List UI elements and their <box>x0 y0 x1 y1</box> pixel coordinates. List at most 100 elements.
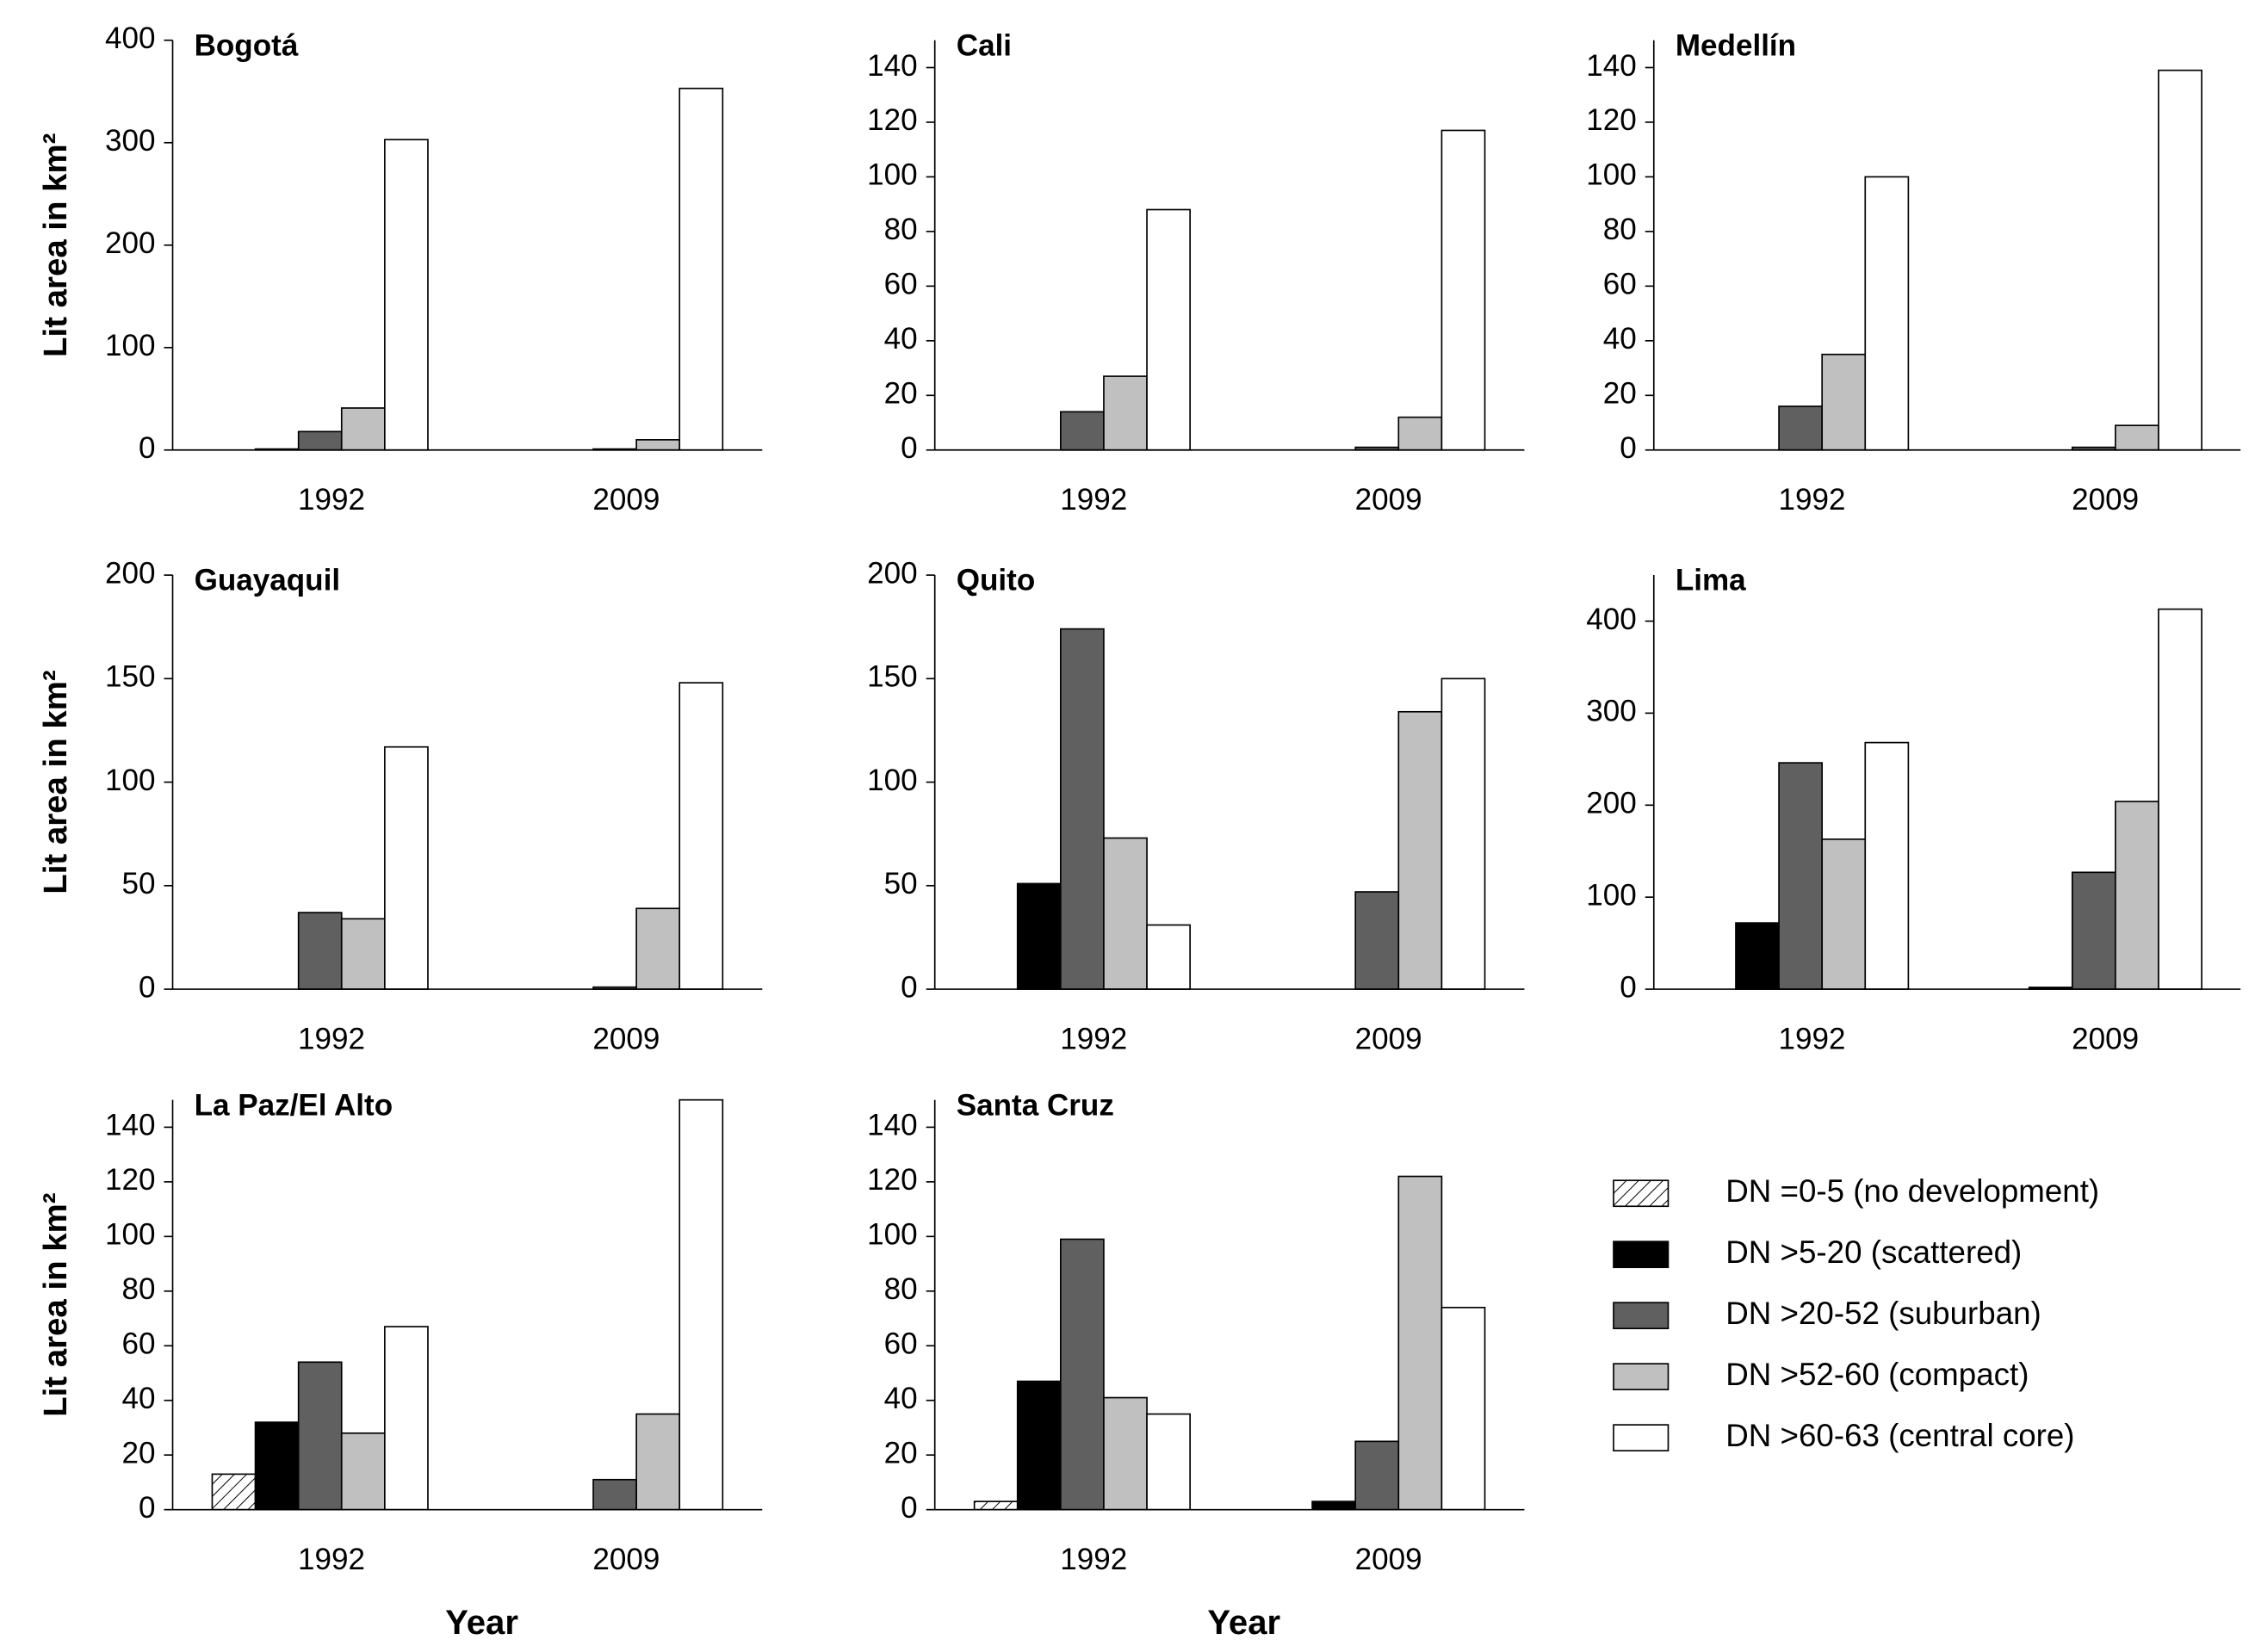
bar <box>1778 762 1824 990</box>
y-tick-label: 80 <box>1603 213 1637 246</box>
bar <box>973 1500 1019 1511</box>
bar <box>2158 608 2202 990</box>
y-tick-label: 60 <box>1603 268 1637 301</box>
bar <box>1146 1413 1191 1511</box>
y-tick-label: 150 <box>867 660 918 694</box>
y-tick-label: 50 <box>884 867 918 900</box>
x-axis-label: Year <box>1207 1604 1280 1642</box>
bar <box>2071 871 2116 990</box>
y-tick-label: 0 <box>1620 431 1637 465</box>
bar <box>1864 176 1910 451</box>
bar <box>1060 1238 1105 1511</box>
panel: 0 20 40 60 80 100 120 140 1992 2009 Santa Cruz Year <box>867 1088 1525 1642</box>
y-tick-label: 120 <box>867 103 918 137</box>
legend-label: DN =0-5 (no development) <box>1725 1173 2099 1209</box>
y-tick-label: 100 <box>105 329 156 362</box>
y-tick-label: 100 <box>1586 158 1637 192</box>
x-tick-label: 1992 <box>298 1022 365 1055</box>
bar <box>635 907 681 990</box>
y-tick-label: 40 <box>1603 322 1637 356</box>
y-tick-label: 60 <box>884 268 918 301</box>
bar <box>678 87 724 451</box>
y-tick-label: 40 <box>884 322 918 356</box>
bar <box>678 1098 724 1511</box>
x-tick-label: 1992 <box>1060 1022 1127 1055</box>
y-tick-label: 80 <box>884 213 918 246</box>
x-tick-label: 1992 <box>1778 1022 1845 1055</box>
bar <box>1103 1396 1148 1511</box>
bar <box>1397 1175 1443 1511</box>
bar <box>1146 208 1191 451</box>
y-tick-label: 20 <box>884 377 918 411</box>
x-axis-label: Year <box>445 1604 518 1642</box>
bar <box>592 1478 637 1511</box>
bar <box>1864 741 1910 990</box>
y-tick-label: 0 <box>901 1491 918 1525</box>
bar <box>1060 411 1105 451</box>
bar <box>1016 882 1062 990</box>
legend-label: DN >20-52 (suburban) <box>1725 1296 2041 1331</box>
x-tick-label: 1992 <box>298 1543 365 1576</box>
panel-title: Quito <box>957 564 1036 597</box>
y-tick-label: 120 <box>1586 103 1637 137</box>
y-tick-label: 400 <box>1586 603 1637 636</box>
y-tick-label: 100 <box>1586 878 1637 912</box>
y-tick-label: 0 <box>1620 970 1637 1004</box>
panel: 0 100 200 300 400 1992 2009 Lima <box>1586 564 2241 1055</box>
y-tick-label: 20 <box>1603 377 1637 411</box>
panel-title: Cali <box>957 28 1012 62</box>
y-tick-label: 200 <box>105 556 156 590</box>
legend-label: DN >52-60 (compact) <box>1725 1357 2029 1392</box>
y-tick-label: 200 <box>1586 787 1637 820</box>
bar <box>1440 129 1486 451</box>
panel-title: La Paz/El Alto <box>195 1088 393 1122</box>
bar <box>384 139 429 451</box>
bar <box>1016 1380 1062 1511</box>
bar <box>297 430 343 451</box>
bar <box>1778 405 1824 451</box>
x-tick-label: 2009 <box>1355 1543 1422 1576</box>
y-tick-label: 50 <box>121 867 155 900</box>
y-tick-label: 140 <box>1586 49 1637 83</box>
bar <box>1735 922 1780 990</box>
bar <box>1397 710 1443 990</box>
legend-swatch <box>1613 1241 1670 1269</box>
y-tick-label: 140 <box>867 49 918 83</box>
y-tick-label: 200 <box>867 556 918 590</box>
panel: 0 20 40 60 80 100 120 140 1992 2009 La Paz/El Alto… <box>37 1088 763 1642</box>
x-tick-label: 2009 <box>592 1543 660 1576</box>
y-tick-label: 120 <box>105 1163 156 1197</box>
bar <box>2158 69 2202 451</box>
y-tick-label: 300 <box>1586 695 1637 728</box>
y-tick-label: 200 <box>105 226 156 260</box>
bar <box>2115 424 2159 451</box>
y-axis-label: Lit area in km² <box>37 1192 74 1416</box>
panel: 0 20 40 60 80 100 120 140 1992 2009 Cali <box>867 28 1525 517</box>
bar <box>211 1473 257 1511</box>
bar <box>384 1326 429 1511</box>
y-tick-label: 0 <box>901 431 918 465</box>
bar <box>1440 678 1486 990</box>
panel-title: Guayaquil <box>195 564 341 597</box>
x-tick-label: 2009 <box>592 1022 660 1055</box>
y-tick-label: 100 <box>867 1218 918 1252</box>
y-tick-label: 80 <box>884 1272 918 1306</box>
panel-title: Santa Cruz <box>957 1088 1114 1122</box>
y-tick-label: 400 <box>105 22 156 55</box>
legend-swatch <box>1613 1363 1670 1391</box>
x-tick-label: 1992 <box>1060 483 1127 517</box>
y-tick-label: 100 <box>105 1218 156 1252</box>
x-tick-label: 1992 <box>1778 483 1845 517</box>
legend-swatch <box>1613 1302 1670 1330</box>
y-tick-label: 20 <box>884 1436 918 1469</box>
bar <box>1354 1440 1400 1511</box>
legend-swatch <box>1613 1179 1670 1208</box>
legend-swatch <box>1613 1424 1670 1452</box>
panel-title: Lima <box>1676 564 1746 597</box>
panel: 0 100 200 300 400 1992 2009 Bogotá Lit area in k… <box>37 22 763 517</box>
bar <box>384 746 429 990</box>
y-tick-label: 20 <box>121 1436 155 1469</box>
x-tick-label: 2009 <box>2072 1022 2139 1055</box>
bar <box>1397 416 1443 451</box>
panel: 0 50 100 150 200 1992 2009 Guayaquil Lit area in… <box>37 556 763 1055</box>
